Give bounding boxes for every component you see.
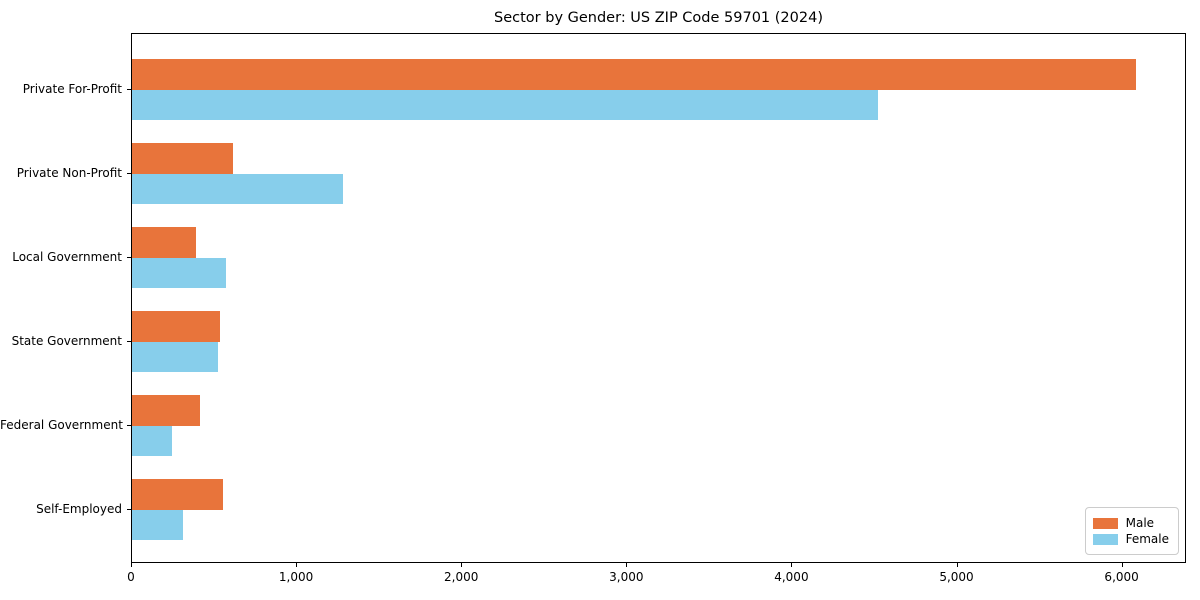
x-tick-label: 1,000 [278,570,314,584]
legend-item-male: Male [1092,516,1169,530]
bar-female-private-non-profit [132,174,343,204]
legend-item-female: Female [1092,532,1169,546]
bar-female-private-for-profit [132,90,878,120]
y-tick-label: Local Government [12,250,122,264]
legend-swatch-male [1092,517,1118,529]
x-tick-mark [1121,563,1123,567]
x-tick-label: 6,000 [1104,570,1139,584]
y-tick-mark [127,341,131,342]
y-tick-mark [127,425,131,426]
bar-male-local-government [132,227,196,258]
legend-swatch-female [1092,533,1118,545]
chart-title: Sector by Gender: US ZIP Code 59701 (202… [494,10,823,26]
x-tick-mark [956,563,958,567]
bar-female-local-government [132,258,226,288]
x-tick-label: 0 [127,570,135,584]
x-tick-mark [791,563,793,567]
bar-male-self-employed [132,479,223,510]
bar-female-federal-government [132,426,172,456]
x-tick-label: 3,000 [609,570,644,584]
x-tick-mark [626,563,628,567]
x-tick-label: 2,000 [444,570,479,584]
y-tick-label: Private Non-Profit [16,166,122,180]
legend: Male Female [1084,507,1179,555]
x-tick-mark [461,563,463,567]
y-tick-mark [127,89,131,90]
y-tick-label: Self-Employed [36,502,122,516]
plot-area: Male Female [131,33,1186,563]
x-tick-label: 5,000 [939,570,974,584]
y-tick-mark [127,257,131,258]
y-tick-label: State Government [11,334,122,348]
bar-female-self-employed [132,510,183,540]
y-tick-mark [127,173,131,174]
x-tick-mark [296,563,298,567]
x-tick-mark [131,563,132,567]
legend-label: Female [1125,532,1169,546]
legend-label: Male [1125,516,1155,530]
x-tick-label: 4,000 [774,570,809,584]
bar-female-state-government [132,342,218,372]
y-tick-label: Federal Government [0,418,123,432]
bar-male-private-for-profit [132,59,1136,90]
y-tick-label: Private For-Profit [22,82,122,96]
bar-male-private-non-profit [132,143,233,174]
bar-male-state-government [132,311,220,342]
y-tick-mark [127,509,131,510]
bar-male-federal-government [132,395,200,426]
